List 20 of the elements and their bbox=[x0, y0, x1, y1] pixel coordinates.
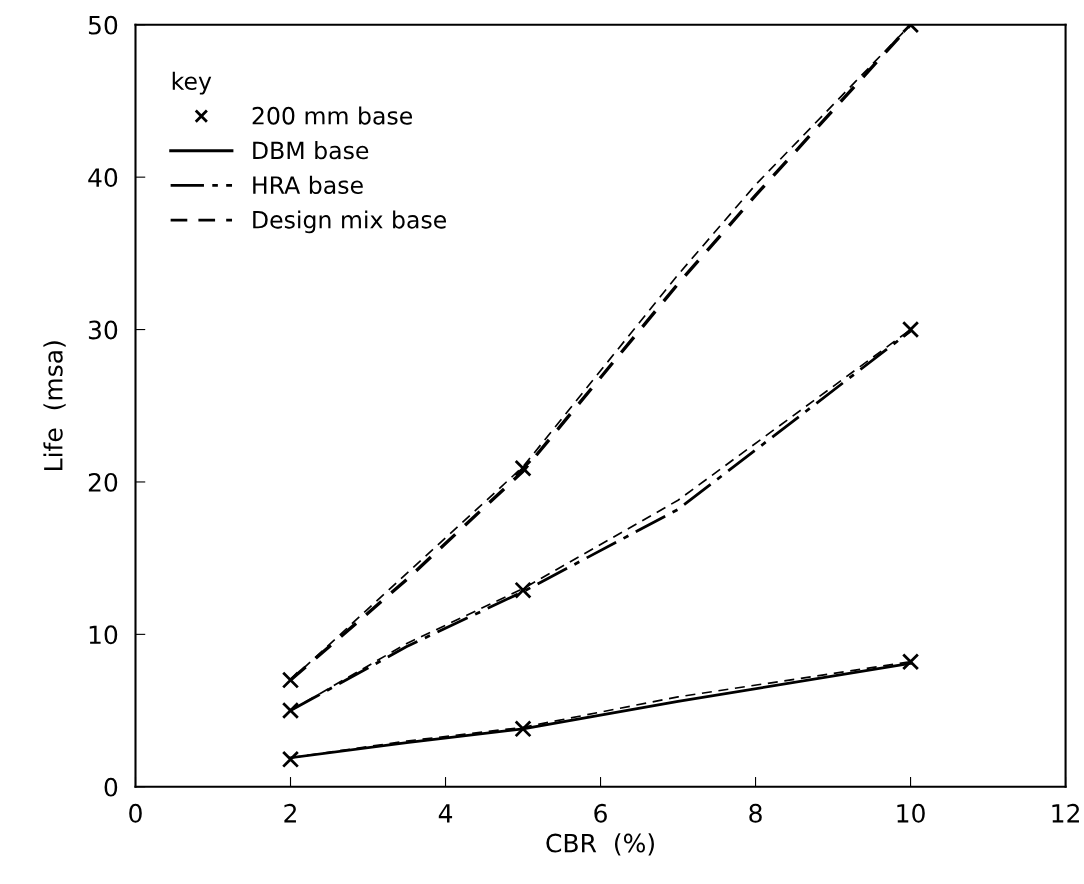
y-axis-title: Life (msa) bbox=[43, 341, 66, 470]
legend-label: 200 mm base bbox=[252, 106, 413, 125]
x-tick-label: 2 bbox=[284, 803, 296, 823]
y-tick-label: 10 bbox=[89, 625, 118, 645]
legend-label: HRA base bbox=[253, 175, 363, 195]
y-tick-label: 40 bbox=[88, 168, 118, 188]
y-tick-label: 0 bbox=[104, 777, 118, 797]
x-tick-label: 4 bbox=[438, 804, 453, 823]
legend-title: key bbox=[172, 71, 212, 95]
y-tick-label: 20 bbox=[88, 472, 118, 492]
x-tick-label: 8 bbox=[749, 803, 762, 823]
x-tick-label: 10 bbox=[897, 803, 925, 823]
y-tick-label: 30 bbox=[88, 320, 118, 340]
legend-label: Design mix base bbox=[253, 210, 446, 234]
x-tick-label: 12 bbox=[1052, 803, 1079, 823]
y-tick-label: 50 bbox=[88, 15, 118, 35]
x-axis-title: CBR (%) bbox=[546, 833, 654, 856]
x-tick-label: 6 bbox=[594, 803, 607, 823]
x-tick-label: 0 bbox=[129, 803, 142, 823]
legend-label: DBM base bbox=[253, 141, 369, 160]
